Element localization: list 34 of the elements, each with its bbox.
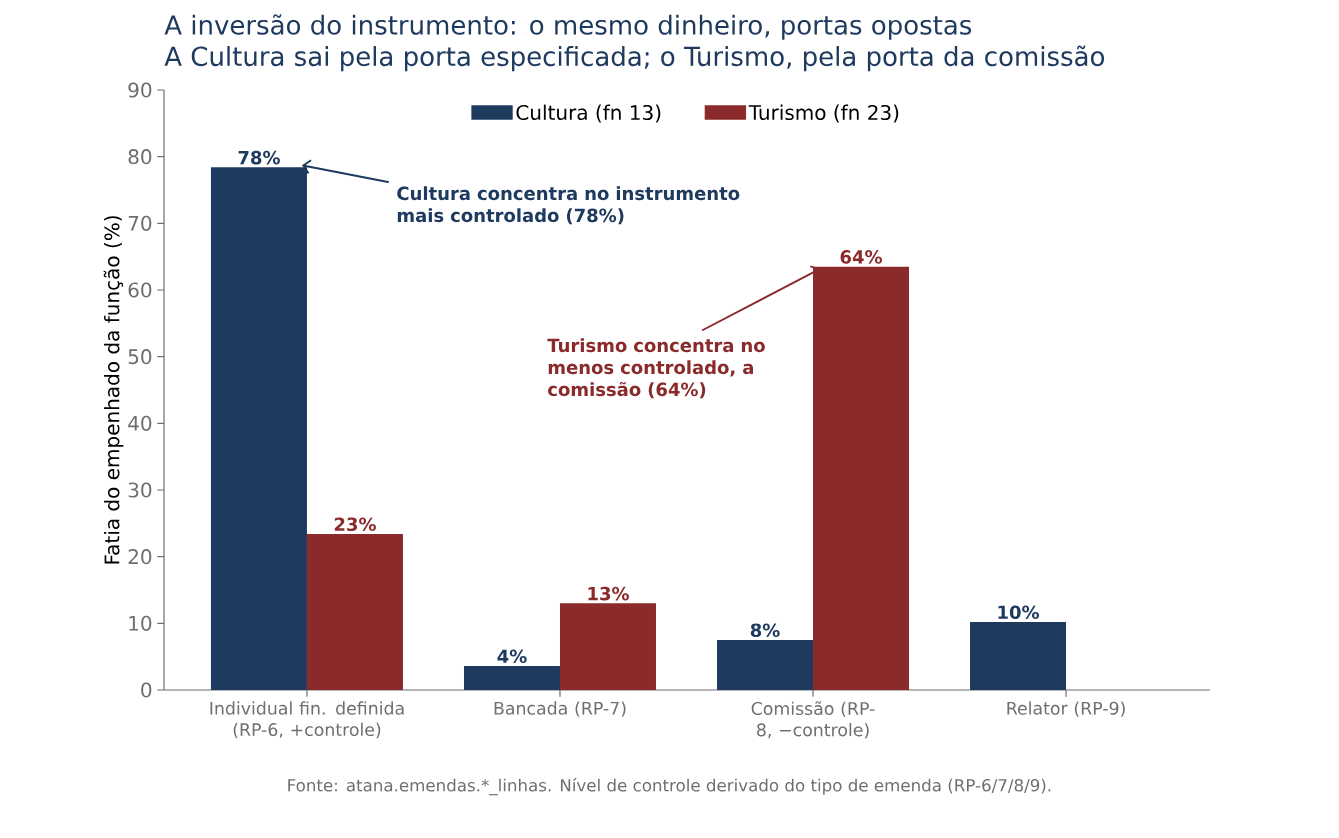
data-label: 23% xyxy=(334,517,376,532)
data-label: 4% xyxy=(497,649,527,664)
data-label: 13% xyxy=(588,586,629,601)
x-tick-label: Relator (RP-9) xyxy=(1007,701,1125,717)
source-note: Fonte: atana.emendas.*_linhas. Nível de controle derivado do tipo de emenda (RP-6/7/8/9). xyxy=(288,778,1051,796)
annotation: Turismo concentra no menos controlado, a comissão (64%) xyxy=(547,338,765,399)
bar xyxy=(463,665,560,690)
bar xyxy=(306,533,403,690)
legend-label: Turismo (fn 23) xyxy=(748,104,899,123)
y-tick-label: 90 xyxy=(128,82,152,98)
y-tick-label: 0 xyxy=(141,682,152,698)
x-tick-label: Bancada (RP-7) xyxy=(494,701,626,717)
x-tick-label: Comissão (RP-8, −controle) xyxy=(751,701,875,739)
data-label: 8% xyxy=(750,623,780,638)
bar xyxy=(717,639,814,690)
x-tick-label: Individual fin. definida (RP-6, +controle) xyxy=(210,701,404,739)
y-tick-label: 10 xyxy=(129,615,152,631)
y-tick-label: 20 xyxy=(128,549,152,565)
y-tick-label: 80 xyxy=(128,149,152,165)
bar xyxy=(559,603,656,690)
y-axis-title: Fatia do empenhado da função (%) xyxy=(103,216,124,564)
y-tick-label: 40 xyxy=(128,415,152,431)
chart-subtitle: A Cultura sai pela porta especificada; o Turismo, pela porta da comissão xyxy=(164,45,1105,72)
y-tick-label: 50 xyxy=(128,349,152,365)
annotation: Cultura concentra no instrumento mais controlado (78%) xyxy=(397,186,740,225)
legend-label: Cultura (fn 13) xyxy=(516,104,661,123)
data-label: 10% xyxy=(998,605,1039,620)
data-label: 64% xyxy=(840,250,882,264)
bar xyxy=(970,621,1067,690)
y-tick-label: 60 xyxy=(128,282,152,298)
y-tick-label: 70 xyxy=(128,215,152,231)
chart-title: A inversão do instrumento: o mesmo dinheiro, portas opostas xyxy=(164,14,972,40)
y-tick-label: 30 xyxy=(128,482,152,498)
data-label: 78% xyxy=(238,150,280,165)
